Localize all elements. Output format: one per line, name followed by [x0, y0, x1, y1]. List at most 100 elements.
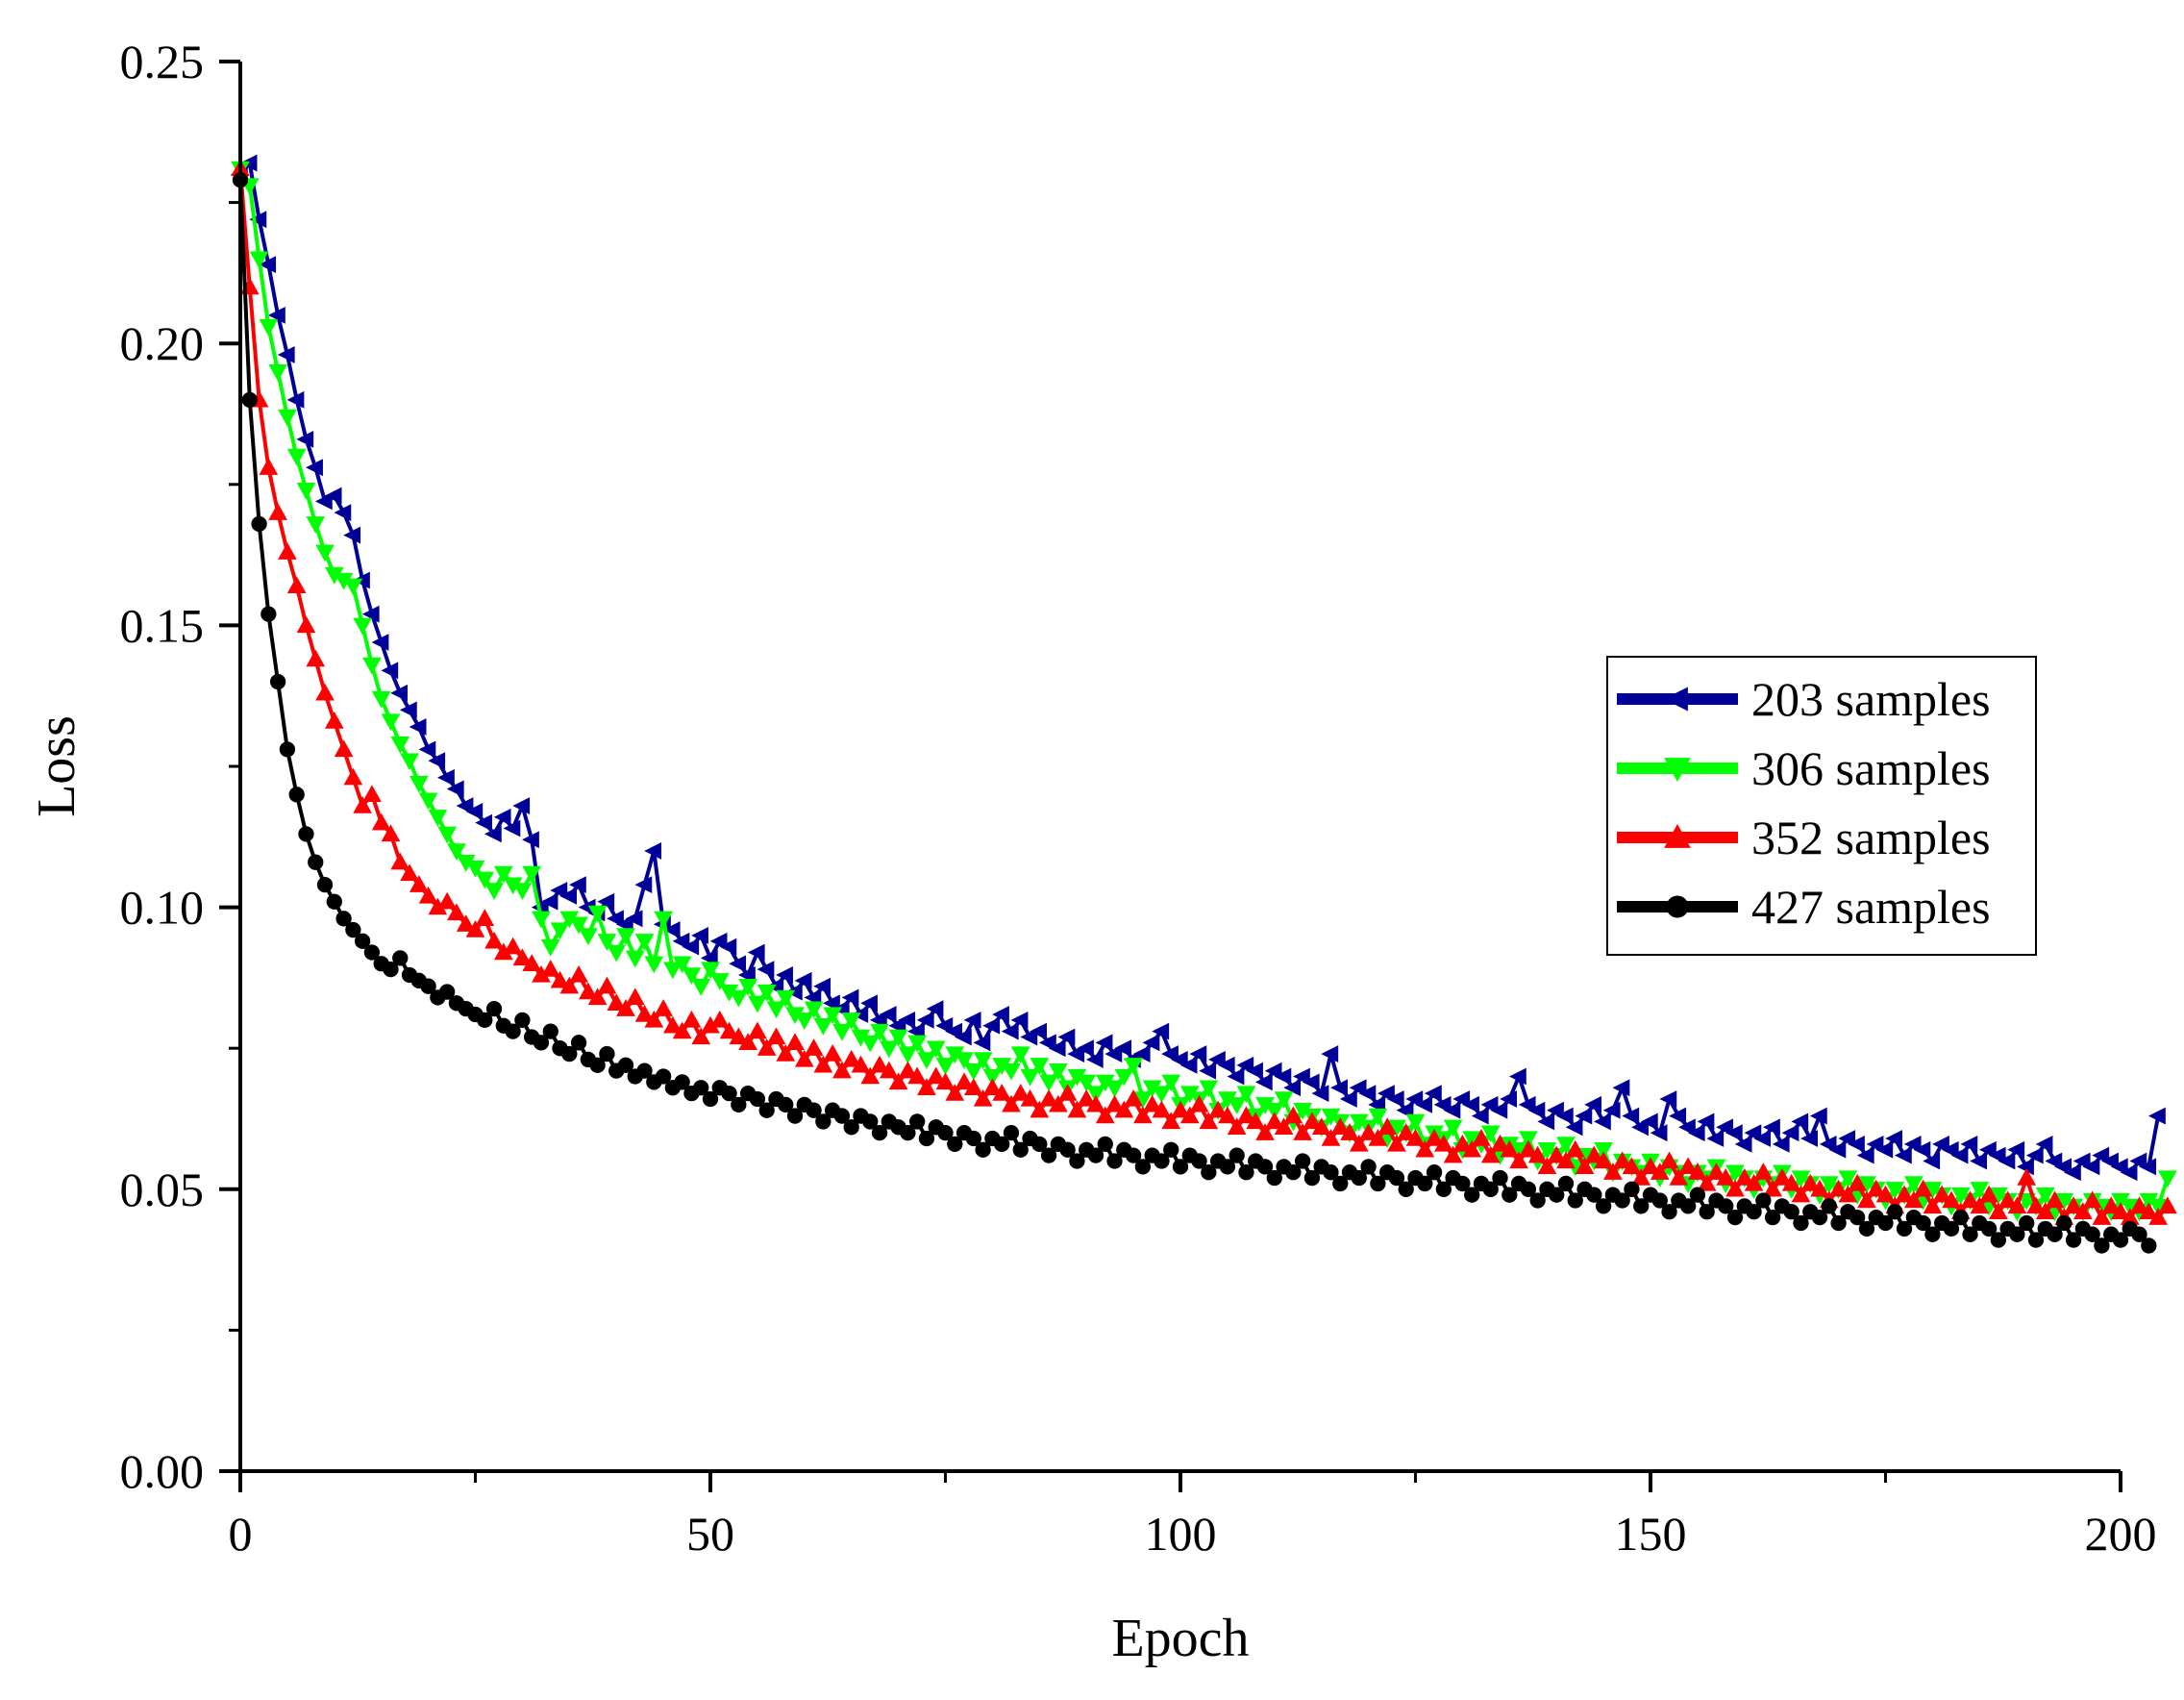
data-point [1941, 1140, 1959, 1159]
data-point [1998, 1152, 2016, 1170]
data-point [1038, 1034, 1056, 1052]
data-point [1763, 1179, 1782, 1197]
data-point [1849, 1209, 1866, 1226]
data-point [851, 1055, 871, 1073]
data-point [1125, 1147, 1142, 1163]
data-point [747, 943, 765, 962]
data-point [973, 1034, 991, 1052]
data-point [522, 831, 539, 849]
data-point [381, 662, 399, 680]
data-point [1537, 1157, 1557, 1175]
data-point [259, 458, 279, 475]
data-point [1067, 1100, 1087, 1118]
data-point [1480, 1095, 1499, 1113]
data-point [249, 251, 269, 269]
data-point [1087, 1147, 1104, 1163]
data-point [1763, 1118, 1780, 1137]
data-point [1057, 1084, 1078, 1101]
data-point [1952, 1209, 1969, 1226]
data-point [1311, 1085, 1329, 1103]
data-point [579, 928, 598, 945]
data-point [279, 741, 296, 758]
data-point [2148, 1208, 2168, 1225]
data-point [1641, 1157, 1660, 1175]
data-point [1725, 1179, 1745, 1197]
data-point [1903, 1190, 1923, 1209]
data-point [1010, 1084, 1030, 1101]
data-point [1095, 1034, 1113, 1052]
data-point [579, 982, 598, 1000]
data-point [1650, 1162, 1670, 1180]
data-point [719, 938, 737, 956]
data-point [625, 950, 645, 968]
data-point [1877, 1214, 1894, 1232]
data-point [1462, 1095, 1479, 1113]
data-point [428, 752, 446, 770]
data-point [1360, 1159, 1377, 1175]
data-point [1640, 1112, 1658, 1131]
data-point [1012, 1141, 1029, 1158]
data-point [1584, 1145, 1604, 1163]
data-point [823, 1007, 842, 1025]
data-point [503, 937, 523, 955]
data-point [1848, 1135, 1865, 1153]
data-point [766, 1001, 786, 1019]
data-point [308, 854, 324, 870]
data-point [2035, 1135, 2053, 1153]
y-tick-label: 0.20 [120, 316, 205, 370]
data-point [447, 843, 466, 861]
data-point [1435, 1181, 1452, 1197]
data-point [1903, 1135, 1922, 1153]
data-point [1293, 1067, 1310, 1086]
data-point [1208, 1051, 1226, 1068]
data-point [1556, 1151, 1576, 1169]
data-point [1480, 1125, 1501, 1143]
data-point [841, 1012, 861, 1030]
data-point [1285, 1164, 1302, 1181]
data-point [1492, 1169, 1508, 1187]
data-point [362, 657, 382, 675]
data-point [533, 1035, 550, 1051]
data-point [1586, 1187, 1602, 1203]
data-point [2082, 1158, 2100, 1176]
data-point [860, 1035, 881, 1053]
data-point [1274, 1067, 1292, 1086]
data-point [965, 1130, 981, 1147]
data-point [1697, 1112, 1715, 1131]
data-point [654, 999, 673, 1016]
data-point [269, 673, 286, 690]
data-point [1351, 1169, 1367, 1187]
data-point [1293, 1123, 1312, 1140]
data-point [1688, 1162, 1707, 1180]
data-point [2007, 1196, 2027, 1214]
legend-label: 427 samples [1751, 880, 1991, 934]
data-point [2129, 1196, 2149, 1214]
data-point [1699, 1204, 1715, 1220]
data-point [794, 1012, 814, 1030]
data-point [1199, 1062, 1217, 1080]
data-point [1791, 1112, 1809, 1131]
data-point [778, 1096, 794, 1112]
data-point [1651, 1192, 1668, 1209]
data-point [1049, 1094, 1068, 1112]
data-point [1746, 1204, 1762, 1220]
data-point [522, 954, 542, 971]
data-point [1887, 1204, 1903, 1220]
data-point [1529, 1192, 1546, 1209]
data-point [1810, 1179, 1829, 1197]
data-point [1547, 1101, 1564, 1119]
data-point [569, 916, 588, 935]
data-point [937, 1125, 954, 1141]
data-point [314, 492, 333, 511]
data-point [1189, 1045, 1207, 1062]
data-point [1048, 1039, 1066, 1058]
data-point [2045, 1152, 2063, 1170]
data-point [1349, 1079, 1367, 1097]
data-point [1764, 1209, 1781, 1226]
data-point [1170, 1051, 1188, 1068]
data-point [963, 1011, 981, 1029]
data-point [2158, 1170, 2177, 1188]
data-point [1502, 1187, 1518, 1203]
data-point [400, 753, 419, 771]
